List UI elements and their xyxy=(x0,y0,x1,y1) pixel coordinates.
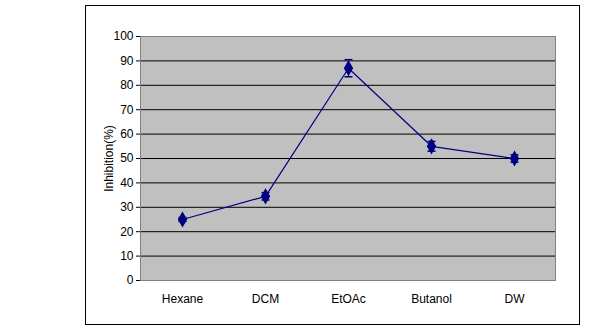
svg-text:Butanol: Butanol xyxy=(411,292,452,306)
svg-text:70: 70 xyxy=(120,103,134,117)
svg-text:DW: DW xyxy=(505,292,526,306)
svg-text:90: 90 xyxy=(120,54,134,68)
svg-text:50: 50 xyxy=(120,151,134,165)
svg-text:40: 40 xyxy=(120,176,134,190)
svg-text:30: 30 xyxy=(120,200,134,214)
svg-text:Inhibition(%): Inhibition(%) xyxy=(102,125,116,192)
svg-text:0: 0 xyxy=(127,273,134,287)
svg-text:EtOAc: EtOAc xyxy=(331,292,366,306)
svg-text:100: 100 xyxy=(113,29,133,43)
svg-text:DCM: DCM xyxy=(252,292,279,306)
svg-text:80: 80 xyxy=(120,78,134,92)
svg-text:Hexane: Hexane xyxy=(162,292,204,306)
svg-text:10: 10 xyxy=(120,249,134,263)
svg-text:20: 20 xyxy=(120,225,134,239)
svg-text:60: 60 xyxy=(120,127,134,141)
